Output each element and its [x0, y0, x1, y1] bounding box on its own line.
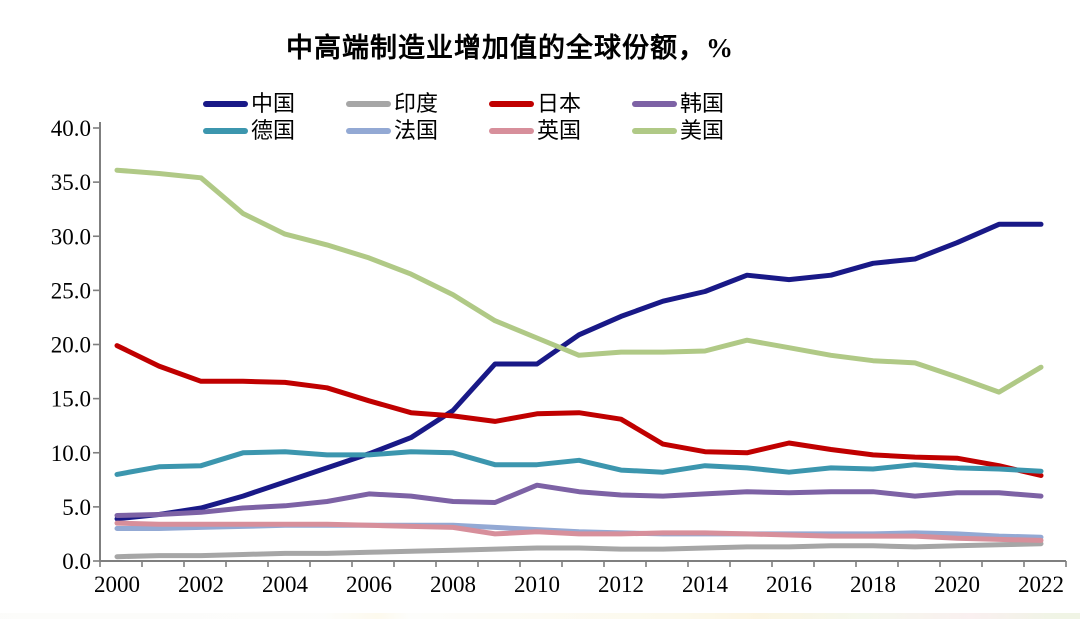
series-line-china [114, 221, 1044, 522]
legend-item-china: 中国 [203, 90, 346, 116]
legend-swatch-korea [632, 100, 677, 107]
y-axis-tick-label: 20.0 [51, 333, 91, 358]
bottom-cropped-strip [0, 613, 1080, 619]
series-line-japan [114, 343, 1044, 478]
legend-item-india: 印度 [346, 90, 489, 116]
legend-swatch-japan [489, 100, 534, 107]
x-axis-tick-label: 2022 [1018, 572, 1064, 597]
x-axis-tick-label: 2000 [94, 572, 140, 597]
x-axis-tick-label: 2006 [346, 572, 392, 597]
legend-item-usa: 美国 [632, 117, 775, 143]
y-axis-tick-label: 30.0 [51, 224, 91, 249]
legend-swatch-india [346, 100, 391, 107]
legend-item-korea: 韩国 [632, 90, 775, 116]
x-axis-tick-label: 2018 [850, 572, 896, 597]
y-axis-tick-label: 40.0 [51, 116, 91, 141]
legend-item-france: 法国 [346, 117, 489, 143]
y-axis-tick-label: 10.0 [51, 441, 91, 466]
x-axis-tick-label: 2014 [682, 572, 729, 597]
legend-label-usa: 美国 [680, 117, 725, 143]
legend-item-uk: 英国 [489, 117, 632, 143]
legend-label-china: 中国 [251, 90, 296, 116]
legend-swatch-usa [632, 127, 677, 134]
legend-item-germany: 德国 [203, 117, 346, 143]
series-line-uk [114, 520, 1044, 543]
legend-label-france: 法国 [394, 117, 439, 143]
legend-label-germany: 德国 [251, 117, 296, 143]
x-axis-tick-label: 2020 [934, 572, 980, 597]
legend-label-india: 印度 [394, 90, 439, 116]
series-line-korea [114, 482, 1044, 518]
y-axis-tick-label: 15.0 [51, 387, 91, 412]
chart-title: 中高端制造业增加值的全球份额，% [286, 33, 734, 63]
legend-label-japan: 日本 [537, 90, 582, 116]
x-axis-tick-label: 2010 [514, 572, 560, 597]
x-axis-tick-label: 2008 [430, 572, 476, 597]
legend-label-korea: 韩国 [680, 90, 725, 116]
chart-legend: 中国 印度 日本 韩国德国 法国 英国 美国 [203, 90, 775, 144]
x-axis-tick-label: 2016 [766, 572, 812, 597]
x-axis-tick-label: 2004 [262, 572, 309, 597]
y-axis-tick-label: 35.0 [51, 170, 91, 195]
legend-item-japan: 日本 [489, 90, 632, 116]
series-line-india [114, 541, 1044, 560]
x-axis-tick-label: 2012 [598, 572, 644, 597]
series-line-germany [114, 449, 1044, 477]
y-axis-tick-label: 5.0 [62, 495, 91, 520]
x-axis-tick-label: 2002 [178, 572, 224, 597]
legend-swatch-china [203, 100, 248, 107]
legend-swatch-uk [489, 127, 534, 134]
series-line-usa [114, 167, 1044, 395]
legend-swatch-germany [203, 127, 248, 134]
y-axis-tick-label: 0.0 [62, 549, 91, 574]
legend-swatch-france [346, 127, 391, 134]
y-axis-tick-label: 25.0 [51, 278, 91, 303]
legend-label-uk: 英国 [537, 117, 582, 143]
